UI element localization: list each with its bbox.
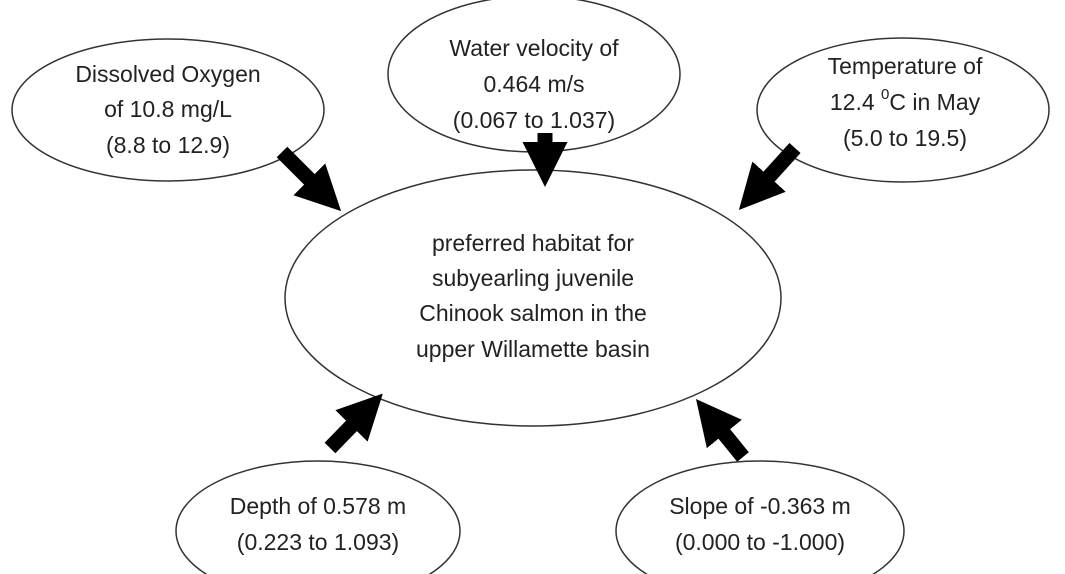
node-label: Temperature of [828,53,983,79]
center-label: upper Willamette basin [416,336,650,362]
arrow [738,142,801,211]
node-label: (8.8 to 12.9) [106,132,230,158]
node-label: Slope of -0.363 m [669,493,851,519]
node-label: Water velocity of [449,35,619,61]
center-label: subyearling juvenile [432,265,634,291]
node-label: 12.4 0C in May [830,86,981,115]
label-part: 12.4 [830,89,881,115]
node-ellipse [11,38,325,182]
node-label: of 10.8 mg/L [104,96,232,122]
node-label: (0.223 to 1.093) [237,529,399,555]
center-ellipse [284,169,782,427]
label-part: C in May [889,89,980,115]
node-label: (0.000 to -1.000) [675,529,845,555]
arrow [276,146,342,212]
arrow [695,399,749,462]
center-label: Chinook salmon in the [419,300,647,326]
node-ellipse [756,37,1050,183]
superscript: 0 [881,86,889,103]
arrow [324,393,383,454]
node-label: Dissolved Oxygen [75,61,260,87]
node-ellipse [175,460,461,574]
node-label: (5.0 to 19.5) [843,125,967,151]
center-label: preferred habitat for [432,230,634,256]
node-label: Depth of 0.578 m [230,493,406,519]
node-label: (0.067 to 1.037) [453,107,615,133]
node-label: 0.464 m/s [484,71,585,97]
node-ellipse [615,460,905,574]
